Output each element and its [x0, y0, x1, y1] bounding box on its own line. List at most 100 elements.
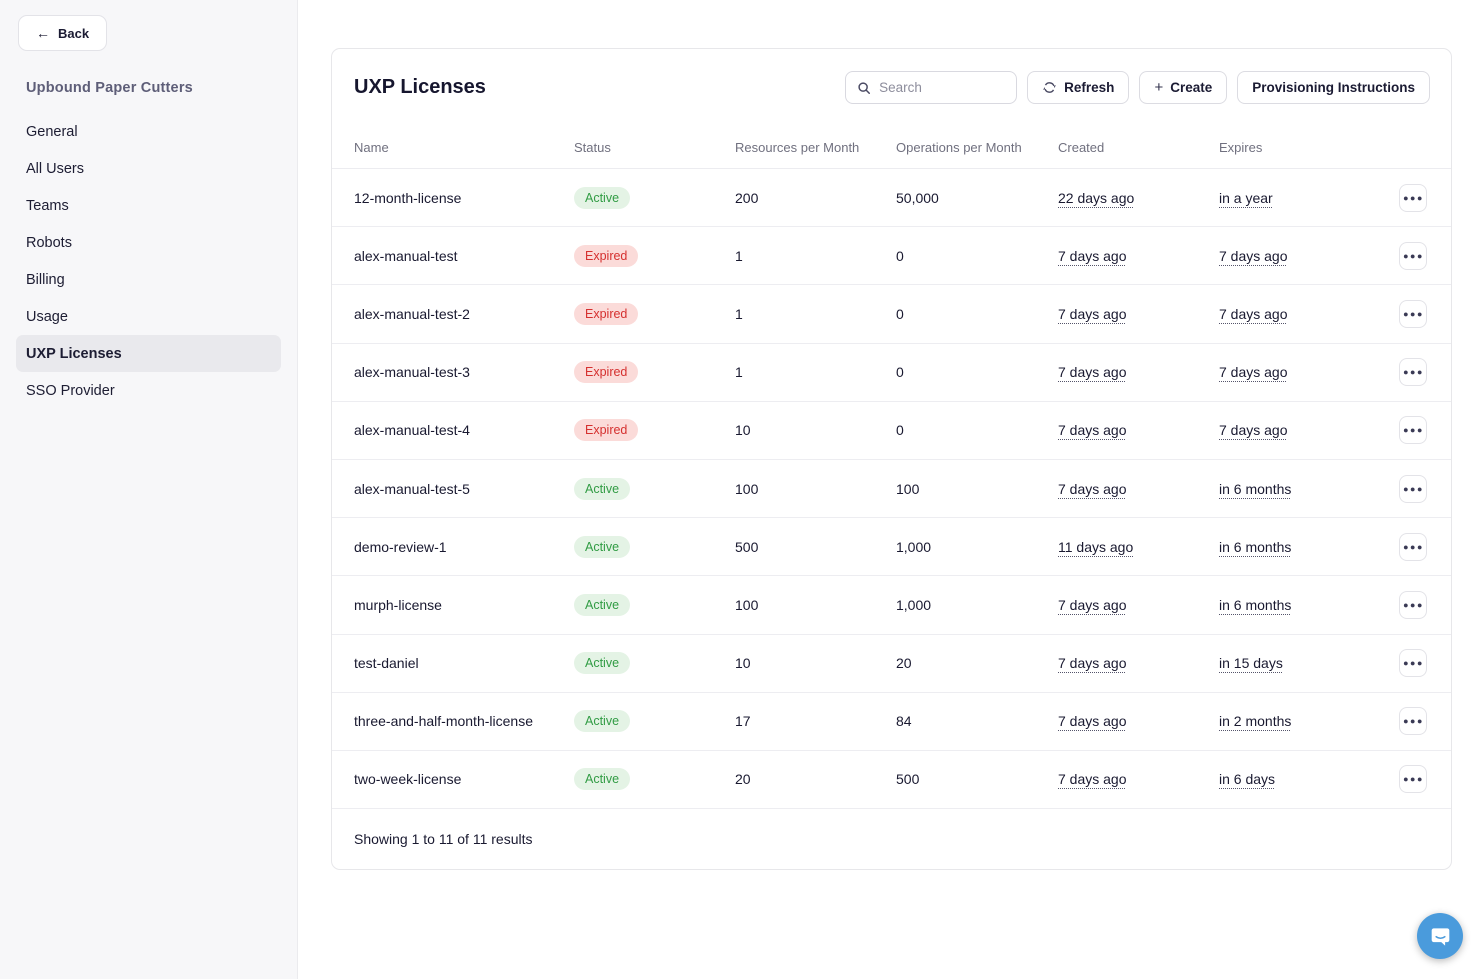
sidebar-item-general[interactable]: General	[16, 113, 281, 150]
operations-value: 20	[896, 655, 912, 672]
table-row: alex-manual-test-4 Expired 10 0 7 days a…	[332, 402, 1451, 460]
operations-value: 0	[896, 247, 904, 264]
chat-bubble-icon	[1429, 925, 1452, 948]
operations-value: 100	[896, 480, 920, 497]
row-menu-button[interactable]: ●●●	[1399, 299, 1427, 328]
row-menu-button[interactable]: ●●●	[1399, 649, 1427, 678]
column-header-name: Name	[354, 139, 389, 155]
back-arrow-icon: ←	[36, 25, 50, 41]
expires-value: in 6 months	[1219, 538, 1292, 555]
table-row: test-daniel Active 10 20 7 days ago in 1…	[332, 635, 1451, 693]
refresh-icon	[1042, 80, 1057, 95]
search-input[interactable]	[879, 80, 1006, 95]
row-menu-button[interactable]: ●●●	[1399, 416, 1427, 445]
row-menu-button[interactable]: ●●●	[1399, 532, 1427, 561]
org-title: Upbound Paper Cutters	[26, 80, 193, 96]
resources-value: 1	[735, 305, 743, 322]
row-menu-button[interactable]: ●●●	[1399, 183, 1427, 212]
sidebar-item-sso-provider[interactable]: SSO Provider	[16, 372, 281, 409]
expires-value: in 6 months	[1219, 596, 1292, 613]
chat-launcher-button[interactable]	[1417, 913, 1463, 959]
sidebar-item-label: Usage	[26, 308, 68, 325]
sidebar-item-billing[interactable]: Billing	[16, 261, 281, 298]
table-footer: Showing 1 to 11 of 11 results	[332, 809, 1451, 869]
operations-value: 0	[896, 364, 904, 381]
card-header: UXP Licenses	[332, 49, 1451, 126]
sidebar-item-label: Robots	[26, 234, 72, 251]
created-value: 11 days ago	[1058, 538, 1134, 555]
row-menu-button[interactable]: ●●●	[1399, 765, 1427, 794]
sidebar-item-uxp-licenses[interactable]: UXP Licenses	[16, 335, 281, 372]
status-badge: Active	[574, 768, 631, 791]
created-value: 7 days ago	[1058, 713, 1127, 730]
sidebar-item-teams[interactable]: Teams	[16, 187, 281, 224]
table-row: alex-manual-test-3 Expired 1 0 7 days ag…	[332, 344, 1451, 402]
refresh-button[interactable]: Refresh	[1027, 71, 1130, 104]
license-name: alex-manual-test-5	[354, 480, 470, 497]
column-header-resources: Resources per Month	[735, 139, 860, 155]
table-header: Name Status Resources per Month Operatio…	[332, 126, 1451, 169]
resources-value: 17	[735, 713, 751, 730]
sidebar-item-label: Teams	[26, 197, 69, 214]
license-name: alex-manual-test-4	[354, 422, 470, 439]
resources-value: 10	[735, 422, 751, 439]
row-menu-button[interactable]: ●●●	[1399, 358, 1427, 387]
status-badge: Active	[574, 477, 631, 500]
operations-value: 50,000	[896, 189, 939, 206]
table-row: 12-month-license Active 200 50,000 22 da…	[332, 169, 1451, 228]
license-name: test-daniel	[354, 655, 419, 672]
row-menu-button[interactable]: ●●●	[1399, 590, 1427, 619]
expires-value: 7 days ago	[1219, 422, 1288, 439]
table-row: two-week-license Active 20 500 7 days ag…	[332, 751, 1451, 810]
create-button[interactable]: + Create	[1139, 71, 1228, 104]
expires-value: in 2 months	[1219, 713, 1292, 730]
row-menu-button[interactable]: ●●●	[1399, 474, 1427, 503]
resources-value: 10	[735, 655, 751, 672]
resources-value: 20	[735, 771, 751, 788]
page-title: UXP Licenses	[354, 76, 486, 98]
licenses-card: UXP Licenses	[331, 48, 1452, 870]
license-name: demo-review-1	[354, 538, 447, 555]
sidebar-item-label: All Users	[26, 160, 85, 177]
sidebar-item-label: Billing	[26, 271, 65, 288]
sidebar-item-robots[interactable]: Robots	[16, 224, 281, 261]
row-menu-button[interactable]: ●●●	[1399, 707, 1427, 736]
status-badge: Expired	[574, 361, 639, 384]
sidebar-item-usage[interactable]: Usage	[16, 298, 281, 335]
refresh-button-label: Refresh	[1064, 80, 1115, 95]
resources-value: 100	[735, 480, 759, 497]
sidebar-item-all-users[interactable]: All Users	[16, 150, 281, 187]
provisioning-instructions-button[interactable]: Provisioning Instructions	[1237, 71, 1430, 104]
resources-value: 1	[735, 364, 743, 381]
resources-value: 500	[735, 538, 759, 555]
status-badge: Active	[574, 593, 631, 616]
expires-value: 7 days ago	[1219, 247, 1288, 264]
search-box[interactable]	[845, 71, 1018, 104]
created-value: 7 days ago	[1058, 771, 1127, 788]
status-badge: Expired	[574, 244, 639, 267]
status-badge: Active	[574, 535, 631, 558]
sidebar-item-label: General	[26, 123, 78, 140]
expires-value: in 6 days	[1219, 771, 1276, 788]
results-count: Showing 1 to 11 of 11 results	[354, 831, 533, 848]
table-row: murph-license Active 100 1,000 7 days ag…	[332, 576, 1451, 635]
operations-value: 0	[896, 305, 904, 322]
license-name: alex-manual-test-3	[354, 364, 470, 381]
back-button[interactable]: ← Back	[18, 15, 108, 51]
status-badge: Active	[574, 652, 631, 675]
row-menu-button[interactable]: ●●●	[1399, 241, 1427, 270]
sidebar-nav: General All Users Teams Robots Billing U…	[16, 113, 281, 409]
expires-value: 7 days ago	[1219, 364, 1288, 381]
created-value: 7 days ago	[1058, 247, 1127, 264]
created-value: 7 days ago	[1058, 655, 1127, 672]
status-badge: Expired	[574, 419, 639, 442]
created-value: 7 days ago	[1058, 422, 1127, 439]
table-row: three-and-half-month-license Active 17 8…	[332, 693, 1451, 751]
header-controls: Refresh + Create Provisioning Instructio…	[845, 71, 1430, 104]
operations-value: 84	[896, 713, 912, 730]
sidebar-item-label: UXP Licenses	[26, 345, 122, 362]
search-icon	[857, 81, 871, 95]
create-button-label: Create	[1170, 80, 1213, 95]
provisioning-instructions-label: Provisioning Instructions	[1252, 80, 1415, 95]
status-badge: Active	[574, 710, 631, 733]
